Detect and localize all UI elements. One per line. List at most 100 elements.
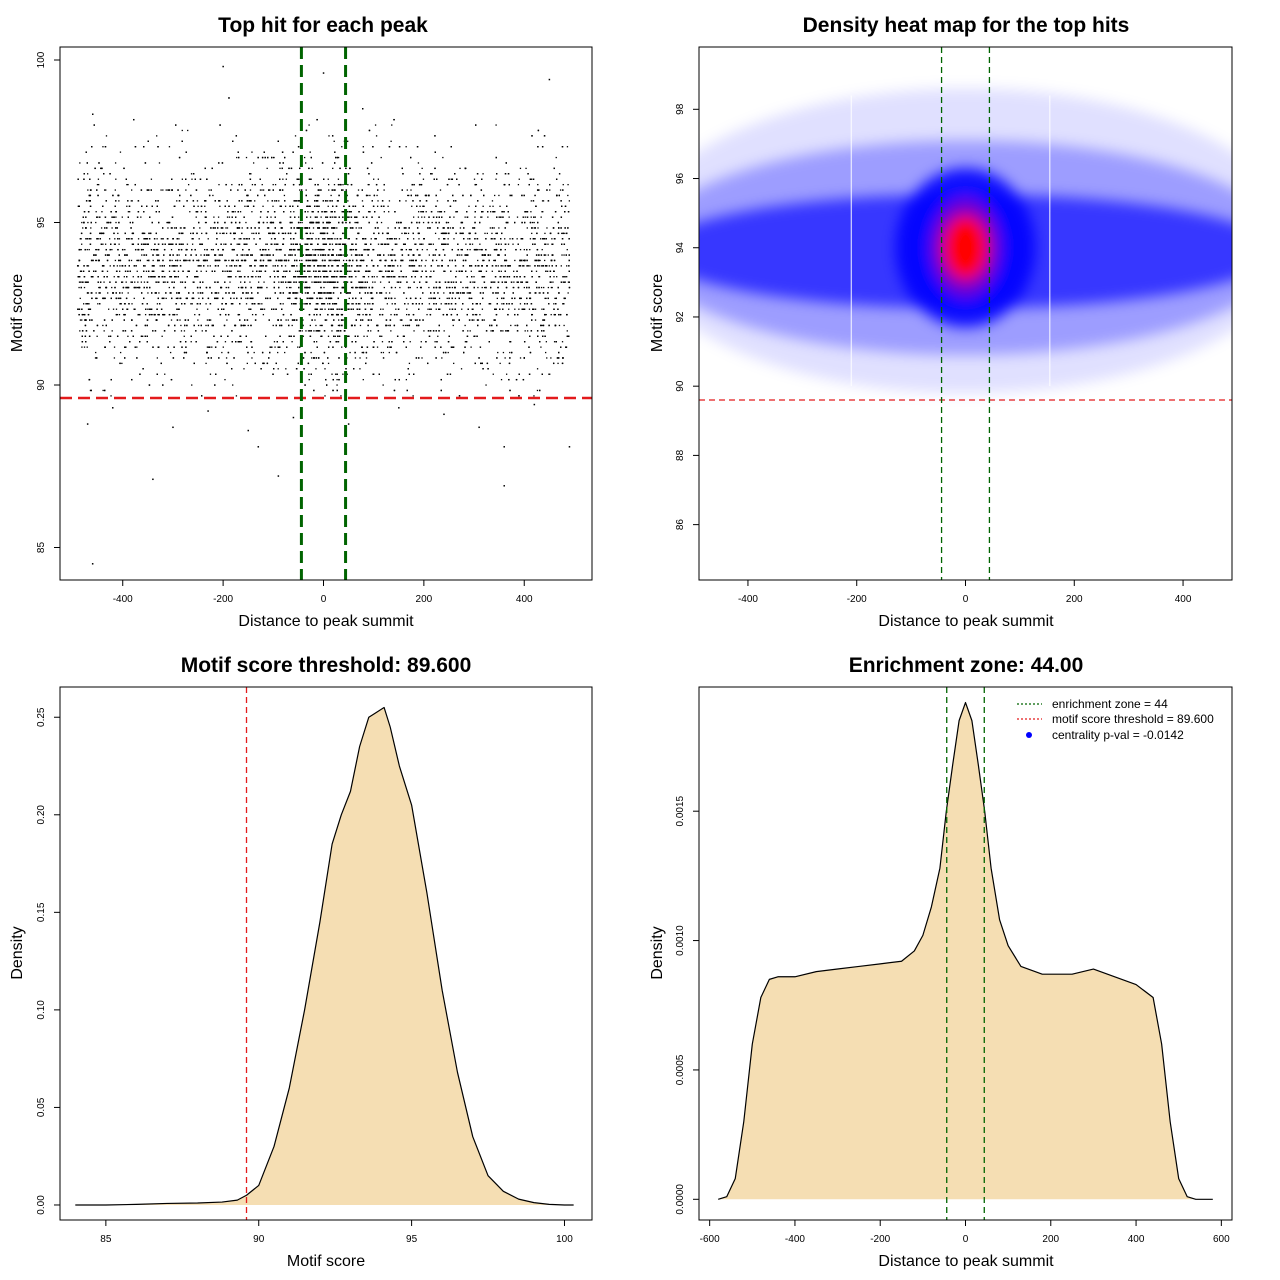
scatter-point (494, 211, 496, 213)
scatter-point (309, 151, 311, 153)
scatter-point (504, 248, 506, 251)
scatter-point (179, 281, 182, 283)
scatter-point (273, 243, 276, 245)
scatter-point (159, 265, 161, 267)
scatter-point (381, 335, 383, 337)
scatter-point (341, 211, 343, 213)
scatter-point (467, 330, 469, 332)
scatter-point (127, 292, 129, 294)
scatter-point (140, 216, 142, 218)
scatter-point (309, 330, 311, 332)
scatter-point (226, 319, 228, 321)
scatter-point (283, 270, 285, 272)
scatter-point (557, 362, 559, 365)
scatter-point (376, 205, 379, 207)
scatter-point (79, 330, 81, 332)
scatter-point (347, 140, 349, 142)
scatter-point (249, 189, 252, 191)
scatter-point (331, 216, 334, 218)
scatter-point (566, 248, 568, 251)
scatter-point (264, 254, 266, 256)
scatter-point (411, 205, 413, 207)
scatter-point (550, 286, 553, 289)
scatter-point (544, 232, 546, 235)
scatter-point (394, 286, 397, 289)
scatter-point (263, 248, 265, 251)
scatter-point (305, 232, 308, 235)
scatter-point (334, 373, 337, 375)
scatter-point (483, 319, 485, 321)
scatter-point (79, 270, 82, 272)
scatter-point (177, 270, 180, 272)
scatter-point (380, 308, 382, 310)
scatter-point (329, 221, 332, 224)
scatter-point (97, 303, 99, 305)
scatter-point (410, 265, 412, 267)
scatter-point (263, 281, 265, 283)
scatter-point (315, 341, 318, 343)
scatter-point (291, 254, 293, 256)
scatter-point (566, 265, 568, 267)
scatter-point (236, 243, 238, 245)
scatter-point (305, 254, 307, 256)
scatter-point (312, 248, 314, 251)
scatter-point (499, 362, 501, 365)
scatter-point (197, 324, 200, 327)
scatter-point (114, 162, 117, 164)
scatter-point (525, 167, 527, 170)
scatter-point (501, 211, 504, 213)
scatter-point (313, 330, 315, 332)
scatter-point (273, 232, 276, 235)
scatter-point (451, 286, 454, 289)
scatter-point (152, 259, 154, 262)
scatter-point (399, 265, 402, 267)
scatter-point (90, 238, 92, 240)
scatter-point (86, 248, 88, 251)
scatter-point (358, 227, 360, 229)
scatter-point (306, 205, 308, 207)
scatter-point (229, 281, 231, 283)
scatter-point (428, 297, 430, 300)
scatter-point (337, 341, 340, 343)
scatter-point (244, 324, 246, 327)
scatter-point (368, 183, 370, 186)
scatter-point (388, 351, 390, 354)
scatter-point (471, 243, 474, 245)
scatter-point (342, 211, 344, 213)
scatter-point (311, 357, 313, 359)
scatter-point (311, 297, 313, 300)
scatter-point (255, 276, 257, 278)
scatter-point (523, 248, 525, 251)
scatter-point (499, 216, 501, 218)
scatter-point (219, 205, 221, 207)
panel-scatter: Top hit for each peak -400 -200 0 200 400859… (9, 14, 593, 630)
scatter-point (88, 303, 90, 305)
scatter-point (474, 313, 476, 316)
scatter-point (132, 276, 134, 278)
scatter-point (168, 270, 171, 272)
scatter-point (438, 297, 441, 300)
scatter-point (273, 341, 276, 343)
scatter-point (95, 211, 97, 213)
scatter-title: Top hit for each peak (218, 14, 428, 37)
scatter-point (109, 265, 111, 267)
scatter-point (553, 341, 556, 343)
scatter-point (262, 205, 264, 207)
scatter-point (286, 286, 288, 289)
scatter-point (513, 281, 515, 283)
scatter-point (431, 221, 433, 224)
scatter-point (549, 373, 551, 375)
scatter-point (336, 330, 339, 332)
scatter-point (156, 357, 159, 359)
scatter-point (268, 248, 270, 251)
scatter-point (103, 281, 105, 283)
scatter-point (298, 330, 300, 332)
scatter-point (522, 265, 524, 267)
scatter-point (190, 303, 192, 305)
scatter-point (190, 341, 192, 343)
scatter-point (430, 308, 432, 310)
scatter-point (146, 259, 149, 262)
scatter-point (173, 227, 176, 229)
scatter-point (390, 313, 392, 316)
scatter-point (539, 259, 541, 262)
